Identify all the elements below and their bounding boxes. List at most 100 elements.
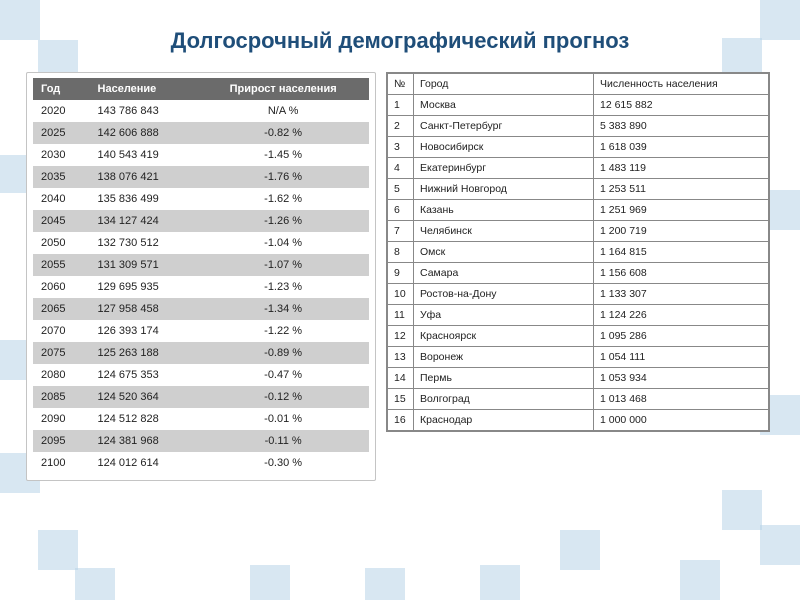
cities-cell-n: 3 bbox=[388, 137, 414, 158]
forecast-cell-growth: -1.62 % bbox=[197, 188, 369, 210]
forecast-cell-population: 124 381 968 bbox=[90, 430, 198, 452]
forecast-cell-population: 124 012 614 bbox=[90, 452, 198, 474]
table-row: 16Краснодар1 000 000 bbox=[388, 410, 769, 431]
forecast-cell-growth: -1.45 % bbox=[197, 144, 369, 166]
forecast-cell-growth: -1.22 % bbox=[197, 320, 369, 342]
table-row: 2045134 127 424-1.26 % bbox=[33, 210, 369, 232]
forecast-cell-population: 124 675 353 bbox=[90, 364, 198, 386]
table-row: 2030140 543 419-1.45 % bbox=[33, 144, 369, 166]
cities-cell-population: 1 253 511 bbox=[594, 179, 769, 200]
forecast-cell-year: 2085 bbox=[33, 386, 90, 408]
table-row: 8Омск1 164 815 bbox=[388, 242, 769, 263]
table-row: 14Пермь1 053 934 bbox=[388, 368, 769, 389]
forecast-cell-growth: -0.89 % bbox=[197, 342, 369, 364]
cities-cell-city: Санкт-Петербург bbox=[414, 116, 594, 137]
forecast-table: Год Население Прирост населения 2020143 … bbox=[33, 78, 369, 474]
table-row: 6Казань1 251 969 bbox=[388, 200, 769, 221]
cities-cell-city: Омск bbox=[414, 242, 594, 263]
table-row: 12Красноярск1 095 286 bbox=[388, 326, 769, 347]
cities-cell-city: Москва bbox=[414, 95, 594, 116]
forecast-table-box: Год Население Прирост населения 2020143 … bbox=[26, 72, 376, 481]
cities-cell-n: 16 bbox=[388, 410, 414, 431]
forecast-header-population: Население bbox=[90, 78, 198, 100]
cities-cell-n: 7 bbox=[388, 221, 414, 242]
table-row: 11Уфа1 124 226 bbox=[388, 305, 769, 326]
forecast-cell-population: 126 393 174 bbox=[90, 320, 198, 342]
table-row: 10Ростов-на-Дону1 133 307 bbox=[388, 284, 769, 305]
forecast-cell-growth: -0.11 % bbox=[197, 430, 369, 452]
cities-cell-population: 1 133 307 bbox=[594, 284, 769, 305]
cities-cell-population: 1 156 608 bbox=[594, 263, 769, 284]
table-row: 2080124 675 353-0.47 % bbox=[33, 364, 369, 386]
forecast-cell-growth: -0.01 % bbox=[197, 408, 369, 430]
table-row: 13Воронеж1 054 111 bbox=[388, 347, 769, 368]
cities-cell-city: Нижний Новгород bbox=[414, 179, 594, 200]
table-row: 15Волгоград1 013 468 bbox=[388, 389, 769, 410]
table-row: 2065127 958 458-1.34 % bbox=[33, 298, 369, 320]
cities-cell-n: 5 bbox=[388, 179, 414, 200]
cities-cell-city: Краснодар bbox=[414, 410, 594, 431]
forecast-cell-growth: -0.30 % bbox=[197, 452, 369, 474]
table-row: 2025142 606 888-0.82 % bbox=[33, 122, 369, 144]
table-row: 2085124 520 364-0.12 % bbox=[33, 386, 369, 408]
tables-row: Год Население Прирост населения 2020143 … bbox=[26, 72, 774, 481]
forecast-cell-year: 2025 bbox=[33, 122, 90, 144]
cities-cell-population: 1 013 468 bbox=[594, 389, 769, 410]
forecast-cell-population: 134 127 424 bbox=[90, 210, 198, 232]
table-row: 2075125 263 188-0.89 % bbox=[33, 342, 369, 364]
forecast-cell-year: 2095 bbox=[33, 430, 90, 452]
cities-table-box: № Город Численность населения 1Москва12 … bbox=[386, 72, 770, 432]
cities-cell-city: Ростов-на-Дону bbox=[414, 284, 594, 305]
cities-cell-n: 4 bbox=[388, 158, 414, 179]
cities-cell-population: 1 483 119 bbox=[594, 158, 769, 179]
cities-cell-n: 1 bbox=[388, 95, 414, 116]
table-row: 2035138 076 421-1.76 % bbox=[33, 166, 369, 188]
forecast-cell-year: 2060 bbox=[33, 276, 90, 298]
table-row: 1Москва12 615 882 bbox=[388, 95, 769, 116]
cities-cell-city: Воронеж bbox=[414, 347, 594, 368]
forecast-cell-year: 2080 bbox=[33, 364, 90, 386]
forecast-cell-population: 125 263 188 bbox=[90, 342, 198, 364]
forecast-cell-growth: -1.23 % bbox=[197, 276, 369, 298]
table-row: 2070126 393 174-1.22 % bbox=[33, 320, 369, 342]
forecast-cell-year: 2070 bbox=[33, 320, 90, 342]
table-row: 7Челябинск1 200 719 bbox=[388, 221, 769, 242]
cities-header-city: Город bbox=[414, 74, 594, 95]
cities-cell-city: Пермь bbox=[414, 368, 594, 389]
table-row: 2020143 786 843N/A % bbox=[33, 100, 369, 122]
forecast-cell-growth: -1.07 % bbox=[197, 254, 369, 276]
cities-cell-city: Казань bbox=[414, 200, 594, 221]
cities-cell-city: Уфа bbox=[414, 305, 594, 326]
cities-cell-population: 1 164 815 bbox=[594, 242, 769, 263]
table-row: 3Новосибирск1 618 039 bbox=[388, 137, 769, 158]
forecast-cell-growth: -1.34 % bbox=[197, 298, 369, 320]
forecast-cell-population: 124 520 364 bbox=[90, 386, 198, 408]
table-row: 2055131 309 571-1.07 % bbox=[33, 254, 369, 276]
forecast-cell-growth: N/A % bbox=[197, 100, 369, 122]
cities-cell-population: 1 200 719 bbox=[594, 221, 769, 242]
table-row: 5Нижний Новгород1 253 511 bbox=[388, 179, 769, 200]
cities-cell-n: 14 bbox=[388, 368, 414, 389]
forecast-cell-growth: -1.26 % bbox=[197, 210, 369, 232]
cities-cell-city: Самара bbox=[414, 263, 594, 284]
cities-cell-population: 12 615 882 bbox=[594, 95, 769, 116]
forecast-cell-year: 2065 bbox=[33, 298, 90, 320]
cities-cell-city: Новосибирск bbox=[414, 137, 594, 158]
cities-cell-population: 1 124 226 bbox=[594, 305, 769, 326]
forecast-header-year: Год bbox=[33, 78, 90, 100]
forecast-cell-year: 2100 bbox=[33, 452, 90, 474]
forecast-cell-year: 2075 bbox=[33, 342, 90, 364]
forecast-cell-population: 131 309 571 bbox=[90, 254, 198, 276]
forecast-cell-growth: -0.12 % bbox=[197, 386, 369, 408]
cities-header-n: № bbox=[388, 74, 414, 95]
cities-cell-n: 11 bbox=[388, 305, 414, 326]
cities-cell-population: 1 618 039 bbox=[594, 137, 769, 158]
forecast-cell-growth: -0.47 % bbox=[197, 364, 369, 386]
cities-cell-population: 1 053 934 bbox=[594, 368, 769, 389]
cities-cell-population: 1 095 286 bbox=[594, 326, 769, 347]
forecast-cell-population: 124 512 828 bbox=[90, 408, 198, 430]
forecast-cell-year: 2045 bbox=[33, 210, 90, 232]
forecast-cell-year: 2040 bbox=[33, 188, 90, 210]
forecast-cell-year: 2055 bbox=[33, 254, 90, 276]
cities-header-population: Численность населения bbox=[594, 74, 769, 95]
